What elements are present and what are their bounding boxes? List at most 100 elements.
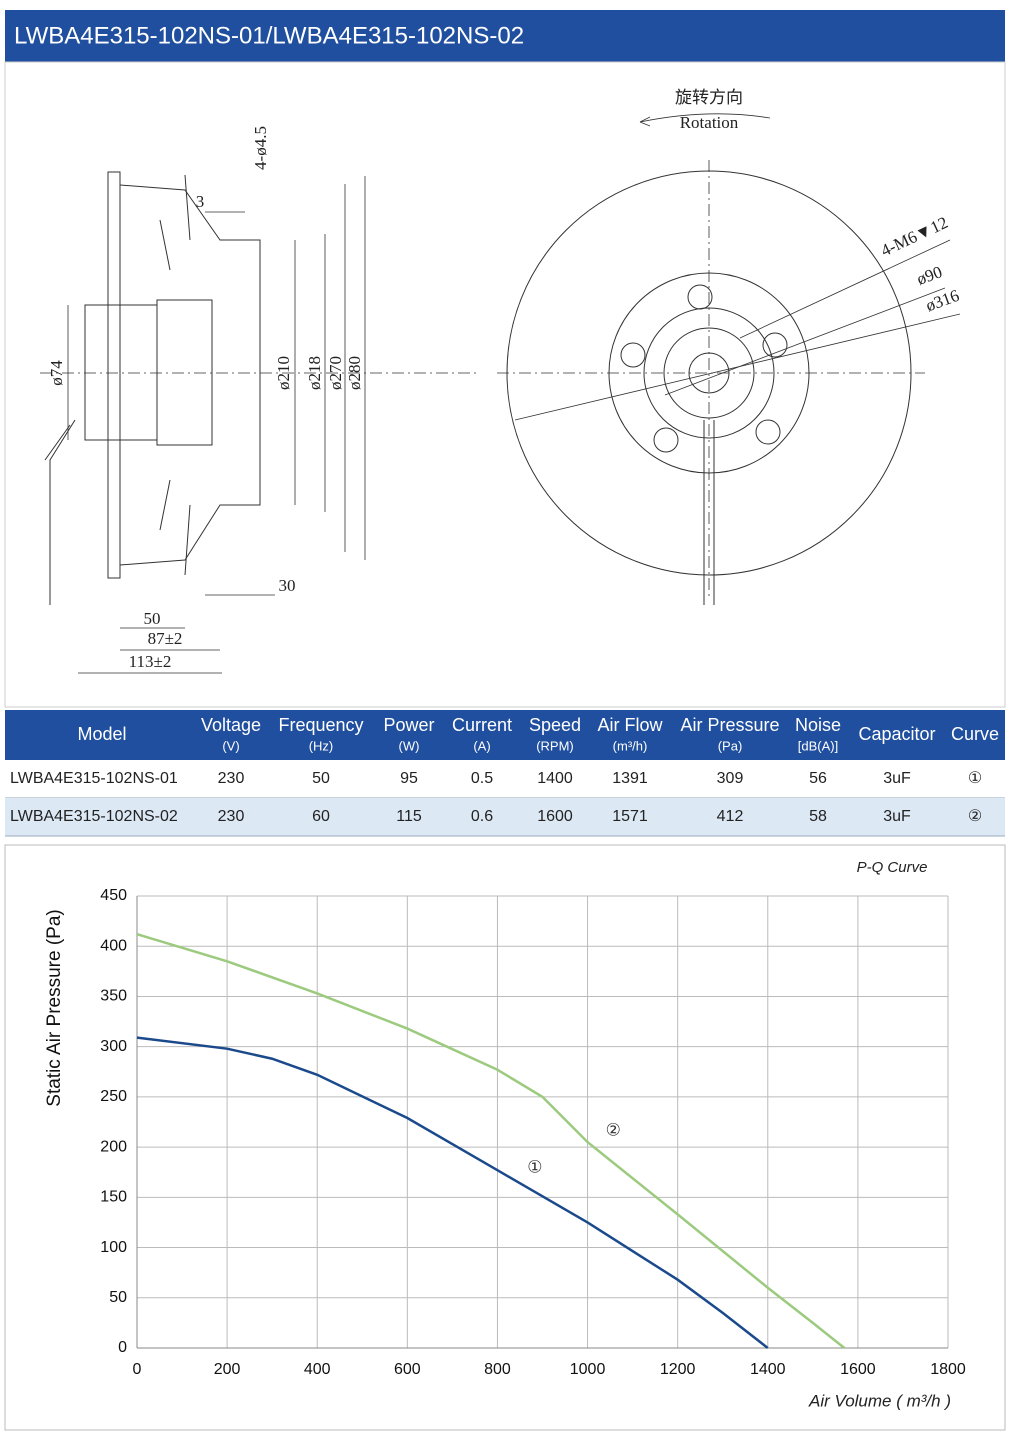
curve-label: ② [606, 1121, 621, 1140]
column-unit: (RPM) [536, 738, 574, 753]
table-cell: 60 [312, 808, 330, 825]
drawing-frame [4, 61, 1006, 708]
header-title: LWBA4E315-102NS-01/LWBA4E315-102NS-02 [14, 22, 524, 49]
dim-label: ø218 [305, 356, 324, 390]
rotation-label: Rotation [680, 113, 739, 132]
table-cell: 230 [218, 770, 245, 787]
column-header: Air Flow [597, 715, 663, 735]
table-row [5, 760, 1005, 798]
x-tick-label: 600 [394, 1361, 421, 1378]
chart-title: P-Q Curve [857, 859, 928, 876]
y-tick-label: 100 [100, 1239, 127, 1256]
column-unit: (A) [473, 738, 490, 753]
table-cell: 0.5 [471, 770, 493, 787]
x-tick-label: 1800 [930, 1361, 966, 1378]
y-axis-label: Static Air Pressure (Pa) [44, 909, 65, 1106]
table-cell: 115 [396, 808, 422, 825]
leader-line [514, 313, 961, 421]
dim-label: 30 [279, 576, 296, 595]
dim-label: 87±2 [148, 629, 183, 648]
mount-hole [653, 427, 679, 453]
y-tick-label: 400 [100, 937, 127, 954]
x-tick-label: 800 [484, 1361, 511, 1378]
column-header: Speed [529, 715, 581, 735]
table-cell: 1571 [612, 808, 648, 825]
column-header: Voltage [201, 715, 261, 735]
table-cell: 58 [809, 808, 827, 825]
column-header: Capacitor [858, 724, 935, 744]
x-tick-label: 1400 [750, 1361, 786, 1378]
dim-label: ø210 [274, 356, 293, 390]
y-tick-label: 200 [100, 1138, 127, 1155]
x-tick-label: 1600 [840, 1361, 876, 1378]
dim-label: ø270 [326, 356, 345, 390]
table-row [5, 798, 1005, 836]
x-tick-label: 200 [214, 1361, 241, 1378]
column-unit: (Pa) [718, 738, 743, 753]
curve [136, 1036, 769, 1349]
x-tick-label: 1000 [570, 1361, 606, 1378]
cable [44, 419, 76, 605]
column-unit: (W) [399, 738, 420, 753]
mount-hole [762, 332, 788, 358]
table-cell: 1391 [612, 770, 648, 787]
header-bar [5, 10, 1005, 62]
y-tick-label: 450 [100, 887, 127, 904]
y-tick-label: 300 [100, 1038, 127, 1055]
mount-hole [620, 342, 646, 368]
table-cell: 412 [717, 808, 744, 825]
mount-hole [755, 419, 781, 445]
y-tick-label: 150 [100, 1189, 127, 1206]
model-cell: LWBA4E315-102NS-02 [10, 808, 178, 825]
dim-label: ø74 [47, 360, 66, 386]
x-tick-label: 1200 [660, 1361, 696, 1378]
model-cell: LWBA4E315-102NS-01 [10, 770, 178, 787]
rotation-arrow [639, 113, 771, 127]
curve-label: ① [527, 1158, 542, 1177]
table-cell: 309 [717, 770, 744, 787]
dim-label: 113±2 [129, 652, 172, 671]
table-cell: 1400 [537, 770, 573, 787]
column-header: Noise [795, 715, 841, 735]
column-unit: (m³/h) [613, 738, 648, 753]
rotation-label: 旋转方向 [675, 88, 743, 107]
table-cell: 95 [400, 770, 418, 787]
front-view [497, 113, 961, 605]
cable [703, 420, 715, 605]
column-header: Air Pressure [680, 715, 779, 735]
curve [136, 932, 846, 1349]
flange [107, 171, 121, 579]
table-header [5, 710, 1005, 760]
dim-label: ø280 [345, 356, 364, 390]
leader-line [664, 287, 946, 396]
column-header: Model [77, 724, 126, 744]
blades [159, 174, 191, 576]
x-axis-label: Air Volume ( m³/h ) [808, 1391, 951, 1410]
dim-label: 4-ø4.5 [251, 126, 270, 170]
dim-label: 50 [144, 609, 161, 628]
column-unit: (Hz) [309, 738, 334, 753]
column-header: Frequency [278, 715, 363, 735]
x-tick-label: 400 [304, 1361, 331, 1378]
column-header: Current [452, 715, 512, 735]
table-cell: 3uF [883, 808, 911, 825]
table-cell: ① [968, 770, 982, 787]
rotor [156, 299, 213, 446]
column-header: Power [383, 715, 434, 735]
table-cell: 0.6 [471, 808, 493, 825]
leader-line [739, 239, 951, 339]
y-tick-label: 50 [109, 1289, 127, 1306]
mount-hole [687, 284, 713, 310]
column-unit: (V) [222, 738, 239, 753]
table-cell: ② [968, 808, 982, 825]
side-view [40, 171, 480, 674]
dim-label: 3 [196, 192, 205, 211]
table-cell: 230 [218, 808, 245, 825]
y-tick-label: 250 [100, 1088, 127, 1105]
table-cell: 1600 [537, 808, 573, 825]
table-cell: 56 [809, 770, 827, 787]
table-cell: 3uF [883, 770, 911, 787]
table-cell: 50 [312, 770, 330, 787]
y-tick-label: 0 [118, 1339, 127, 1356]
